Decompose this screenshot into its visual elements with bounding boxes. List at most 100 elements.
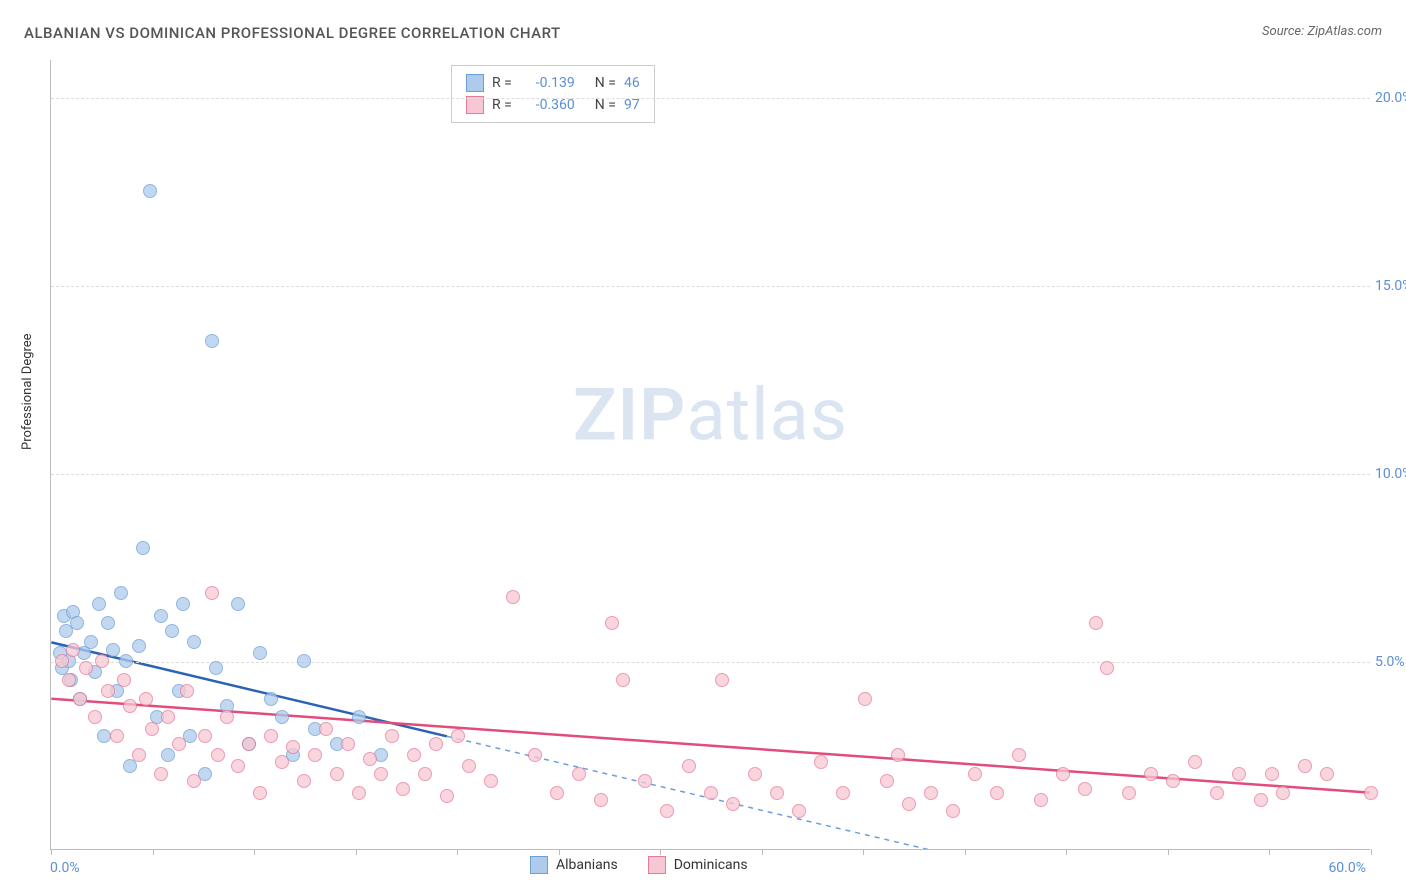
data-point (506, 590, 520, 604)
data-point (352, 710, 366, 724)
legend-item: Dominicans (648, 856, 748, 874)
chart-plot-area: ZIPatlas R =-0.139N =46R =-0.360N =97 5.… (50, 60, 1370, 850)
data-point (114, 586, 128, 600)
data-point (374, 767, 388, 781)
data-point (352, 786, 366, 800)
data-point (231, 597, 245, 611)
data-point (1078, 782, 1092, 796)
data-point (275, 755, 289, 769)
data-point (286, 740, 300, 754)
data-point (70, 616, 84, 630)
data-point (253, 646, 267, 660)
data-point (946, 804, 960, 818)
data-point (429, 737, 443, 751)
grid-line (51, 474, 1370, 475)
data-point (297, 774, 311, 788)
data-point (1100, 661, 1114, 675)
legend-r-value: -0.139 (520, 75, 575, 91)
data-point (726, 797, 740, 811)
data-point (231, 759, 245, 773)
data-point (572, 767, 586, 781)
correlation-legend: R =-0.139N =46R =-0.360N =97 (451, 65, 655, 123)
data-point (363, 752, 377, 766)
data-point (440, 789, 454, 803)
data-point (330, 767, 344, 781)
data-point (836, 786, 850, 800)
data-point (858, 692, 872, 706)
data-point (145, 722, 159, 736)
data-point (1364, 786, 1378, 800)
data-point (880, 774, 894, 788)
data-point (84, 635, 98, 649)
x-tick (51, 849, 52, 855)
data-point (528, 748, 542, 762)
data-point (1210, 786, 1224, 800)
legend-swatch (648, 856, 666, 874)
source-label: Source: (1262, 24, 1304, 39)
x-tick (1371, 849, 1372, 855)
data-point (165, 624, 179, 638)
legend-item: Albanians (530, 856, 618, 874)
data-point (55, 654, 69, 668)
legend-row: R =-0.139N =46 (466, 72, 640, 94)
data-point (123, 699, 137, 713)
data-point (484, 774, 498, 788)
watermark-zip: ZIP (573, 373, 686, 458)
data-point (605, 616, 619, 630)
data-point (968, 767, 982, 781)
data-point (396, 782, 410, 796)
data-point (1034, 793, 1048, 807)
data-point (211, 748, 225, 762)
x-tick (863, 849, 864, 855)
data-point (205, 586, 219, 600)
data-point (62, 673, 76, 687)
data-point (385, 729, 399, 743)
data-point (132, 748, 146, 762)
data-point (117, 673, 131, 687)
legend-n-value: 97 (624, 97, 640, 113)
grid-line (51, 286, 1370, 287)
x-tick (254, 849, 255, 855)
data-point (97, 729, 111, 743)
y-tick-label: 5.0% (1375, 654, 1406, 670)
data-point (242, 737, 256, 751)
x-tick (559, 849, 560, 855)
data-point (1254, 793, 1268, 807)
data-point (172, 737, 186, 751)
data-point (66, 643, 80, 657)
legend-swatch (466, 74, 484, 92)
legend-n-label: N = (595, 75, 616, 91)
data-point (1232, 767, 1246, 781)
data-point (1122, 786, 1136, 800)
legend-swatch (530, 856, 548, 874)
data-point (418, 767, 432, 781)
x-axis-max-label: 60.0% (1328, 860, 1366, 876)
data-point (110, 729, 124, 743)
data-point (180, 684, 194, 698)
x-tick (1168, 849, 1169, 855)
x-tick (356, 849, 357, 855)
watermark-atlas: atlas (686, 373, 848, 458)
data-point (1144, 767, 1158, 781)
legend-r-value: -0.360 (520, 97, 575, 113)
data-point (1298, 759, 1312, 773)
data-point (297, 654, 311, 668)
legend-series-name: Albanians (556, 857, 618, 873)
legend-series-name: Dominicans (674, 857, 748, 873)
grid-line (51, 662, 1370, 663)
data-point (220, 710, 234, 724)
data-point (106, 643, 120, 657)
data-point (1188, 755, 1202, 769)
data-point (341, 737, 355, 751)
data-point (748, 767, 762, 781)
source-attribution: Source: ZipAtlas.com (1262, 24, 1382, 39)
data-point (88, 710, 102, 724)
data-point (161, 710, 175, 724)
data-point (79, 661, 93, 675)
data-point (924, 786, 938, 800)
data-point (275, 710, 289, 724)
x-tick (1066, 849, 1067, 855)
chart-title: ALBANIAN VS DOMINICAN PROFESSIONAL DEGRE… (24, 24, 561, 42)
data-point (1320, 767, 1334, 781)
data-point (814, 755, 828, 769)
